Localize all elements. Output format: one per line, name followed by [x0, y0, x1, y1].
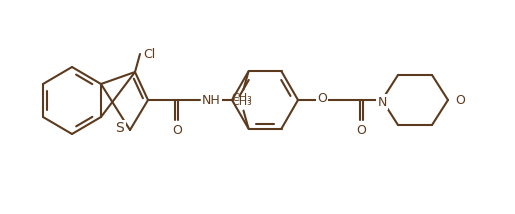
Text: Cl: Cl	[143, 48, 155, 61]
Text: O: O	[317, 92, 327, 106]
Text: O: O	[455, 94, 465, 107]
Text: NH: NH	[202, 94, 221, 107]
Text: CH₃: CH₃	[231, 93, 252, 103]
Text: O: O	[172, 124, 182, 137]
Text: CH₃: CH₃	[231, 97, 252, 107]
Text: S: S	[116, 121, 125, 135]
Text: N: N	[377, 95, 387, 108]
Text: O: O	[356, 124, 366, 137]
